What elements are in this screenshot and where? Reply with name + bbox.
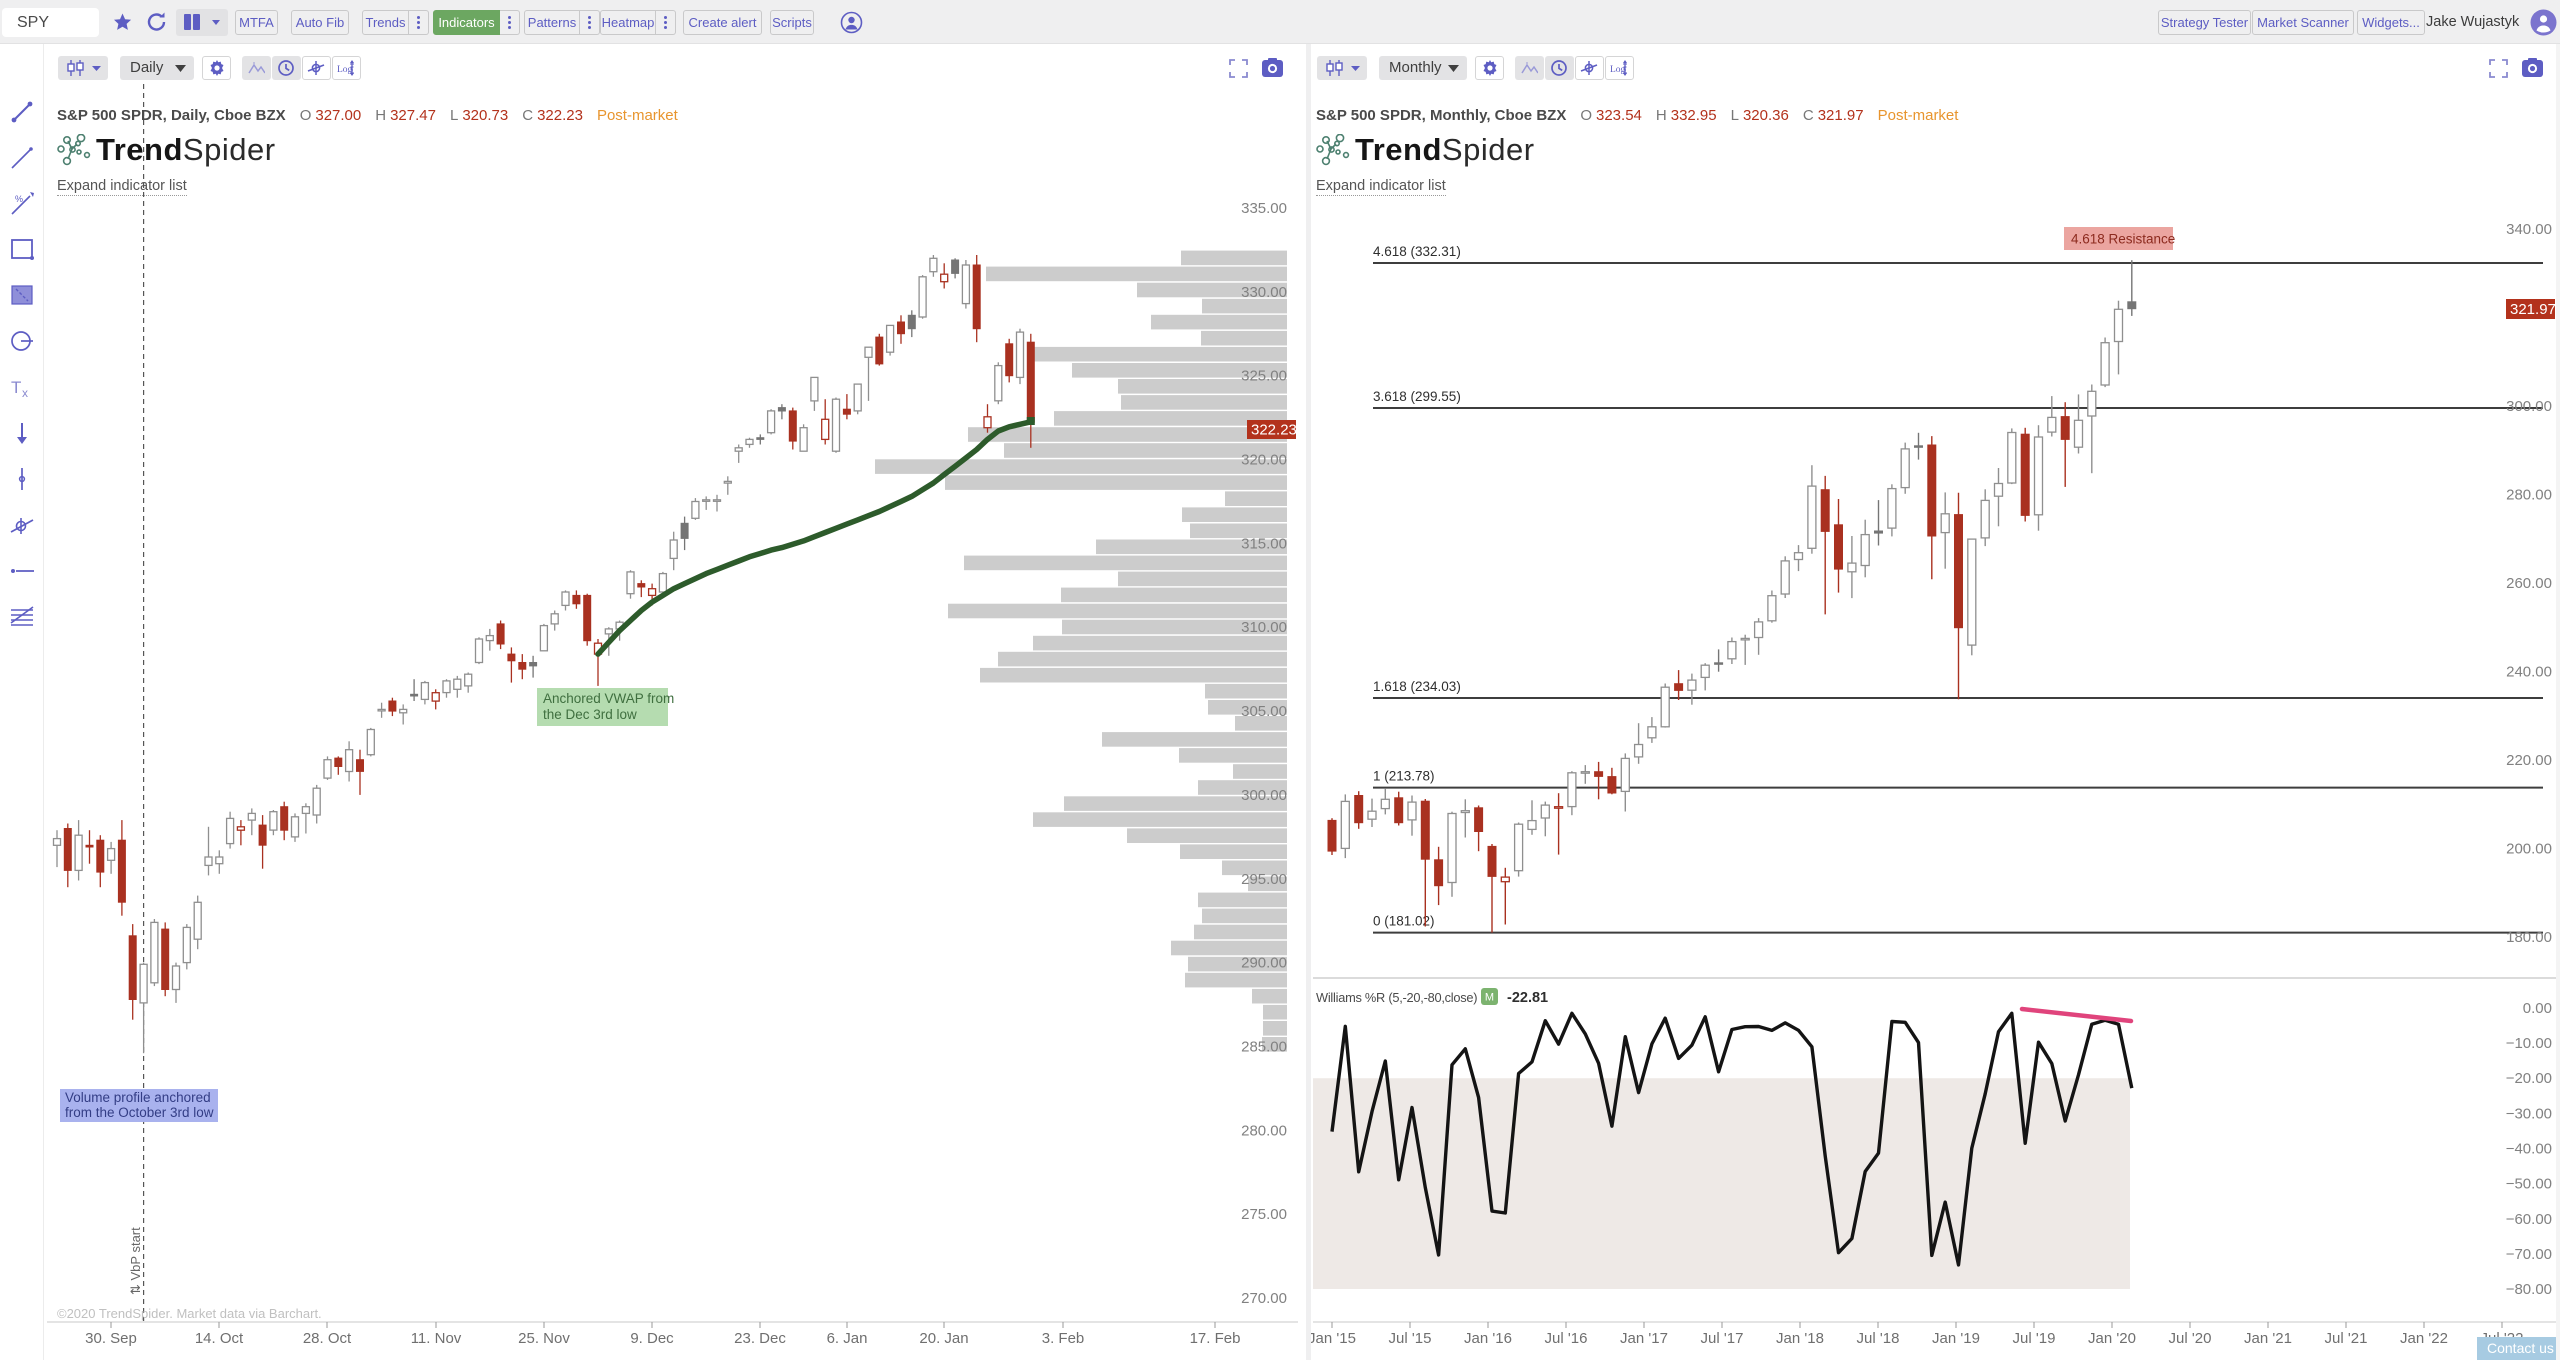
svg-text:Volume profile anchored: Volume profile anchored <box>65 1090 211 1105</box>
svg-text:Jul '21: Jul '21 <box>2325 1330 2368 1347</box>
svg-text:Anchored VWAP from: Anchored VWAP from <box>543 691 674 706</box>
svg-text:Jan '18: Jan '18 <box>1776 1330 1824 1347</box>
svg-text:Jul '19: Jul '19 <box>2013 1330 2056 1347</box>
svg-text:285.00: 285.00 <box>1241 1039 1287 1056</box>
svg-text:©2020 TrendSpider. Market data: ©2020 TrendSpider. Market data via Barch… <box>57 1306 322 1321</box>
svg-text:30. Sep: 30. Sep <box>85 1330 137 1347</box>
svg-text:Jan '22: Jan '22 <box>2400 1330 2448 1347</box>
svg-text:−40.00: −40.00 <box>2506 1141 2552 1158</box>
svg-text:from the October 3rd low: from the October 3rd low <box>65 1105 214 1120</box>
svg-text:0 (181.02): 0 (181.02) <box>1373 914 1435 929</box>
svg-text:-22.81: -22.81 <box>1507 990 1548 1006</box>
svg-text:Jul '17: Jul '17 <box>1701 1330 1744 1347</box>
svg-text:Jan '20: Jan '20 <box>2088 1330 2136 1347</box>
svg-text:T: T <box>11 378 21 397</box>
svg-text:−80.00: −80.00 <box>2506 1281 2552 1298</box>
svg-text:Jul '15: Jul '15 <box>1389 1330 1432 1347</box>
svg-text:305.00: 305.00 <box>1241 703 1287 720</box>
svg-text:340.00: 340.00 <box>2506 221 2552 238</box>
svg-text:320.00: 320.00 <box>1241 452 1287 469</box>
svg-text:3. Feb: 3. Feb <box>1042 1330 1085 1347</box>
svg-text:Jan '19: Jan '19 <box>1932 1330 1980 1347</box>
svg-text:Jul '16: Jul '16 <box>1545 1330 1588 1347</box>
svg-text:295.00: 295.00 <box>1241 871 1287 888</box>
svg-text:Jan '16: Jan '16 <box>1464 1330 1512 1347</box>
svg-text:20. Jan: 20. Jan <box>919 1330 968 1347</box>
svg-text:23. Dec: 23. Dec <box>734 1330 786 1347</box>
svg-text:11. Nov: 11. Nov <box>411 1330 462 1347</box>
svg-text:Jan '15: Jan '15 <box>1308 1330 1356 1347</box>
svg-text:−30.00: −30.00 <box>2506 1105 2552 1122</box>
svg-text:270.00: 270.00 <box>1241 1290 1287 1307</box>
svg-text:M: M <box>1485 992 1494 1004</box>
svg-text:1.618 (234.03): 1.618 (234.03) <box>1373 679 1461 694</box>
svg-text:1 (213.78): 1 (213.78) <box>1373 769 1435 784</box>
svg-text:260.00: 260.00 <box>2506 575 2552 592</box>
svg-text:220.00: 220.00 <box>2506 752 2552 769</box>
svg-text:4.618 (332.31): 4.618 (332.31) <box>1373 244 1461 259</box>
svg-text:−10.00: −10.00 <box>2506 1035 2552 1052</box>
svg-text:300.00: 300.00 <box>2506 398 2552 415</box>
svg-text:6. Jan: 6. Jan <box>827 1330 868 1347</box>
svg-text:180.00: 180.00 <box>2506 929 2552 946</box>
svg-text:300.00: 300.00 <box>1241 787 1287 804</box>
svg-text:25. Nov: 25. Nov <box>518 1330 570 1347</box>
svg-text:Jul '18: Jul '18 <box>1857 1330 1900 1347</box>
svg-text:14. Oct: 14. Oct <box>195 1330 244 1347</box>
svg-text:280.00: 280.00 <box>1241 1122 1287 1139</box>
svg-text:330.00: 330.00 <box>1241 284 1287 301</box>
svg-text:Jan '17: Jan '17 <box>1620 1330 1668 1347</box>
svg-text:3.618 (299.55): 3.618 (299.55) <box>1373 389 1461 404</box>
svg-text:the Dec 3rd low: the Dec 3rd low <box>543 707 637 722</box>
svg-text:Williams %R (5,-20,-80,close): Williams %R (5,-20,-80,close) <box>1316 990 1477 1005</box>
svg-text:−50.00: −50.00 <box>2506 1176 2552 1193</box>
svg-text:−60.00: −60.00 <box>2506 1211 2552 1228</box>
svg-text:335.00: 335.00 <box>1241 200 1287 217</box>
svg-text:310.00: 310.00 <box>1241 619 1287 636</box>
svg-text:322.23: 322.23 <box>1251 422 1297 439</box>
svg-text:28. Oct: 28. Oct <box>303 1330 352 1347</box>
svg-text:240.00: 240.00 <box>2506 664 2552 681</box>
svg-text:x: x <box>22 386 28 400</box>
svg-text:321.97: 321.97 <box>2510 301 2556 318</box>
svg-text:−20.00: −20.00 <box>2506 1070 2552 1087</box>
svg-text:4.618 Resistance: 4.618 Resistance <box>2071 232 2175 247</box>
svg-text:315.00: 315.00 <box>1241 535 1287 552</box>
svg-text:Jul '20: Jul '20 <box>2169 1330 2212 1347</box>
svg-text:325.00: 325.00 <box>1241 368 1287 385</box>
svg-text:Log: Log <box>337 65 353 75</box>
svg-text:⇅ VbP start: ⇅ VbP start <box>128 1227 143 1295</box>
svg-text:Contact us: Contact us <box>2487 1340 2554 1356</box>
svg-text:9. Dec: 9. Dec <box>630 1330 674 1347</box>
svg-text:275.00: 275.00 <box>1241 1206 1287 1223</box>
svg-text:Log: Log <box>1610 65 1626 75</box>
svg-text:17. Feb: 17. Feb <box>1190 1330 1241 1347</box>
svg-text:290.00: 290.00 <box>1241 955 1287 972</box>
svg-text:%: % <box>15 194 23 204</box>
svg-text:−70.00: −70.00 <box>2506 1246 2552 1263</box>
svg-text:200.00: 200.00 <box>2506 841 2552 858</box>
svg-text:280.00: 280.00 <box>2506 487 2552 504</box>
svg-text:Jan '21: Jan '21 <box>2244 1330 2292 1347</box>
svg-text:0.00: 0.00 <box>2523 1000 2552 1017</box>
